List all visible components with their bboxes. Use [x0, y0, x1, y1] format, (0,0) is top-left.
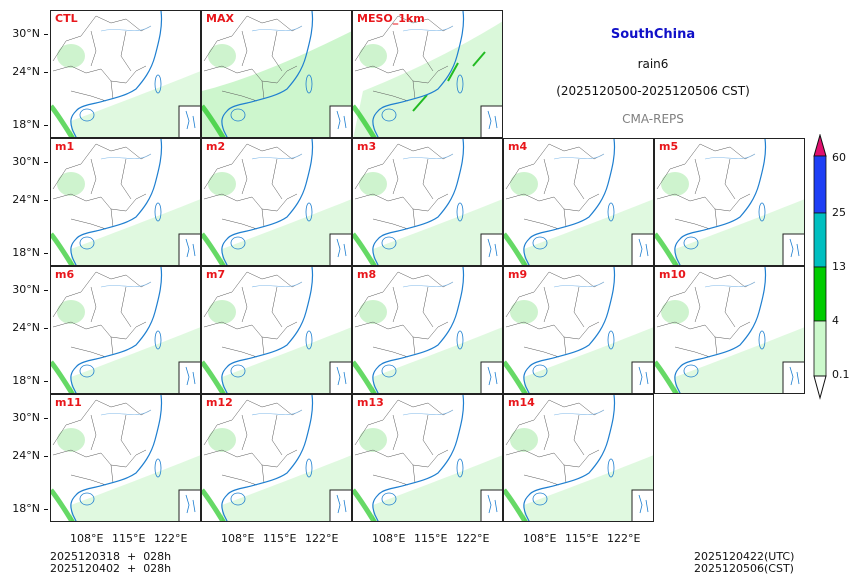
panel-label: MAX	[206, 12, 234, 25]
map-panel-m14: m14	[503, 394, 654, 522]
map-panel-m10: m10	[654, 266, 805, 394]
panel-label: m2	[206, 140, 226, 153]
panel-label: m5	[659, 140, 679, 153]
period-title: (2025120500-2025120506 CST)	[556, 84, 750, 98]
y-tick-label: 30°N	[0, 27, 48, 40]
map-panel-m8: m8	[352, 266, 503, 394]
map-panel-m6: m6	[50, 266, 201, 394]
valid-time-utc: 2025120422(UTC)	[694, 550, 795, 563]
variable-title: rain6	[637, 57, 669, 71]
x-tick-label: 122°E	[607, 532, 641, 545]
map-panel-m13: m13	[352, 394, 503, 522]
x-tick-label: 108°E	[70, 532, 104, 545]
y-tick-label: 18°N	[0, 502, 48, 515]
colorbar-label-60: 60	[832, 151, 846, 164]
init-time-utc: 2025120318 + 028h	[50, 550, 172, 563]
y-tick-label: 30°N	[0, 283, 48, 296]
panel-label: m7	[206, 268, 226, 281]
y-tick-label: 24°N	[0, 321, 48, 334]
colorbar	[813, 133, 827, 400]
colorbar-label-25: 25	[832, 206, 846, 219]
y-tick-label: 30°N	[0, 411, 48, 424]
panel-label: m3	[357, 140, 377, 153]
map-panel-m3: m3	[352, 138, 503, 266]
map-panel-m2: m2	[201, 138, 352, 266]
x-tick-label: 108°E	[372, 532, 406, 545]
panel-label: m9	[508, 268, 528, 281]
x-tick-label: 115°E	[112, 532, 146, 545]
panel-label: m12	[206, 396, 233, 409]
map-panel-m12: m12	[201, 394, 352, 522]
map-panel-meso_1km: MESO_1km	[352, 10, 503, 138]
map-panel-m11: m11	[50, 394, 201, 522]
panel-label: m10	[659, 268, 686, 281]
colorbar-label-4: 4	[832, 314, 839, 327]
x-tick-label: 115°E	[414, 532, 448, 545]
colorbar-label-0.1: 0.1	[832, 368, 850, 381]
y-tick-label: 24°N	[0, 65, 48, 78]
map-panel-m7: m7	[201, 266, 352, 394]
y-tick-label: 18°N	[0, 246, 48, 259]
map-panel-m1: m1	[50, 138, 201, 266]
panel-label: m13	[357, 396, 384, 409]
x-tick-label: 122°E	[305, 532, 339, 545]
y-tick-label: 18°N	[0, 374, 48, 387]
region-title: SouthChina	[610, 27, 696, 42]
model-title: CMA-REPS	[622, 112, 684, 126]
panel-label: m1	[55, 140, 75, 153]
x-tick-label: 115°E	[565, 532, 599, 545]
map-panel-max: MAX	[201, 10, 352, 138]
x-tick-label: 108°E	[221, 532, 255, 545]
x-tick-label: 122°E	[456, 532, 490, 545]
map-panel-ctl: CTL	[50, 10, 201, 138]
init-time-cst: 2025120402 + 028h	[50, 562, 172, 575]
x-tick-label: 108°E	[523, 532, 557, 545]
panel-label: m6	[55, 268, 75, 281]
x-tick-label: 122°E	[154, 532, 188, 545]
panel-label: m4	[508, 140, 528, 153]
panel-label: m8	[357, 268, 377, 281]
panel-label: CTL	[55, 12, 78, 25]
y-tick-label: 30°N	[0, 155, 48, 168]
y-tick-label: 24°N	[0, 449, 48, 462]
y-tick-label: 24°N	[0, 193, 48, 206]
panel-label: MESO_1km	[357, 12, 425, 25]
map-panel-m4: m4	[503, 138, 654, 266]
valid-time-cst: 2025120506(CST)	[694, 562, 794, 575]
x-tick-label: 115°E	[263, 532, 297, 545]
y-tick-label: 18°N	[0, 118, 48, 131]
map-panel-m5: m5	[654, 138, 805, 266]
panel-label: m14	[508, 396, 535, 409]
panel-label: m11	[55, 396, 82, 409]
map-panel-m9: m9	[503, 266, 654, 394]
colorbar-label-13: 13	[832, 260, 846, 273]
